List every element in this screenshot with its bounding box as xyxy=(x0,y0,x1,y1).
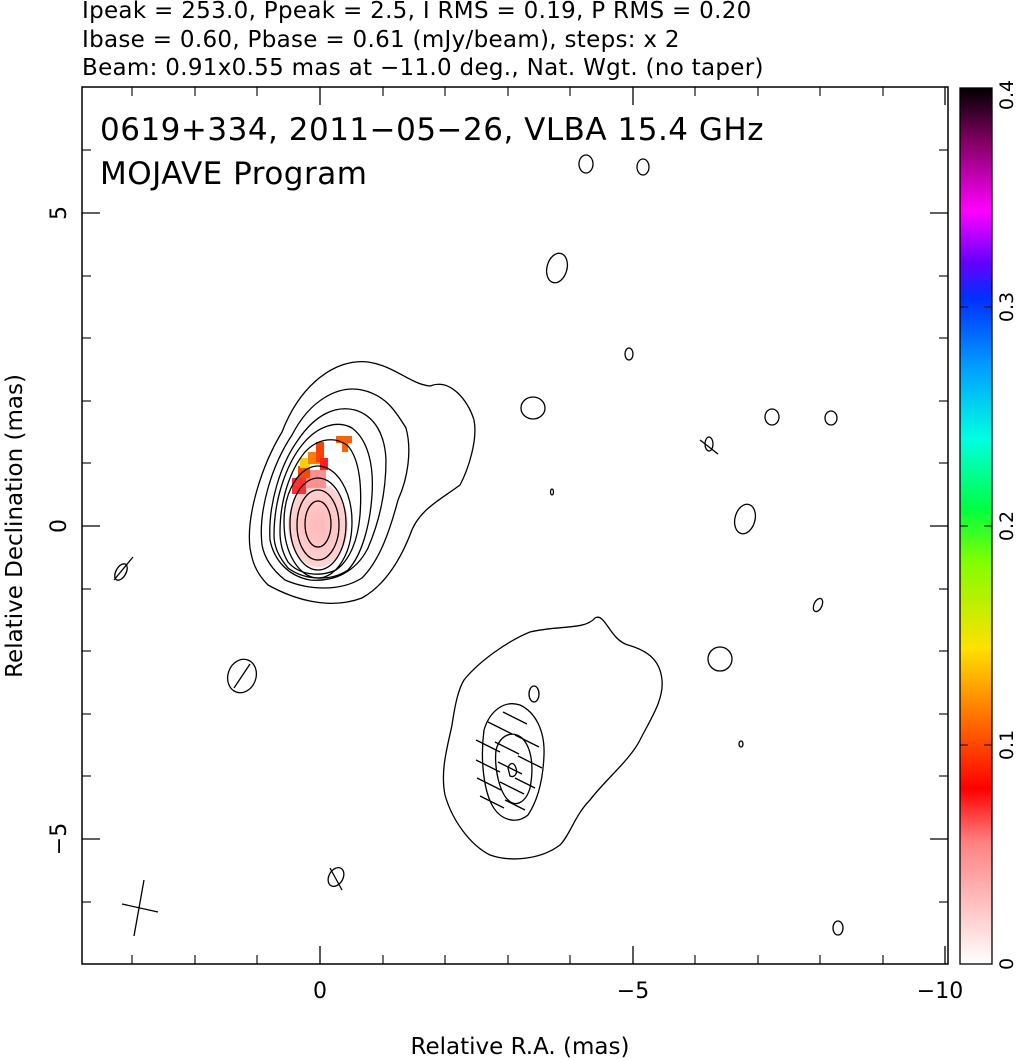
colorbar-tick-label: 0.2 xyxy=(996,511,1018,541)
contour-level-5 xyxy=(279,439,362,575)
header-line-3: Beam: 0.91x0.55 mas at −11.0 deg., Nat. … xyxy=(82,55,764,81)
pol-vector xyxy=(502,711,528,725)
noise-contour xyxy=(327,867,345,887)
plot-border xyxy=(81,86,949,965)
noise-contours xyxy=(114,154,844,936)
noise-contour xyxy=(812,597,824,613)
pol-vector xyxy=(475,739,501,753)
noise-contour xyxy=(528,685,540,703)
pol-vector xyxy=(514,734,540,748)
noise-contour xyxy=(824,410,838,426)
polarization-vectors xyxy=(113,439,719,891)
noise-contour xyxy=(549,488,555,496)
pol-vector xyxy=(487,721,513,735)
pol-vector xyxy=(494,741,520,755)
contour-level-8 xyxy=(296,489,340,561)
noise-contour xyxy=(226,658,258,694)
noise-contour xyxy=(733,503,757,535)
polarization-pixel xyxy=(316,442,324,462)
colorbar-tick-label: 0.3 xyxy=(996,292,1018,322)
pol-vector xyxy=(475,759,501,773)
contour-level-2 xyxy=(260,388,410,589)
y-tick-label: −5 xyxy=(47,823,72,855)
contour-level-1 xyxy=(248,360,476,604)
colorbar-tick-label: 0.1 xyxy=(996,730,1018,760)
contour-level-9 xyxy=(304,500,332,548)
contour-level-6 xyxy=(283,465,353,579)
pol-vector xyxy=(514,777,536,789)
pol-vector xyxy=(699,439,719,455)
sw-contour-outer xyxy=(442,616,663,860)
noise-contour xyxy=(738,740,744,748)
pol-vector xyxy=(329,867,343,891)
noise-contour xyxy=(114,563,128,581)
noise-contour xyxy=(707,646,733,672)
plot-frame xyxy=(81,86,949,965)
noise-contour xyxy=(832,920,844,936)
header-line-1: Ipeak = 253.0, Ppeak = 2.5, I RMS = 0.19… xyxy=(82,0,752,24)
noise-contour xyxy=(636,158,650,176)
beam-indicator xyxy=(121,879,159,937)
x-tick-label: 0 xyxy=(313,979,327,1004)
contour-level-3 xyxy=(269,408,387,581)
core-contours xyxy=(248,360,476,604)
header-line-2: Ibase = 0.60, Pbase = 0.61 (mJy/beam), s… xyxy=(82,27,680,53)
y-tick-label: 0 xyxy=(47,519,72,533)
polarization-pixel xyxy=(320,458,328,470)
x-axis-label: Relative R.A. (mas) xyxy=(411,1034,630,1060)
noise-contour xyxy=(764,408,780,426)
pol-vector xyxy=(497,761,523,775)
pol-vector xyxy=(499,781,525,795)
x-tick-label: −10 xyxy=(917,979,963,1004)
pol-vector xyxy=(476,777,502,791)
noise-contour xyxy=(545,252,569,284)
pol-vector xyxy=(504,799,526,811)
noise-contour xyxy=(578,154,594,174)
y-axis-label: Relative Declination (mas) xyxy=(2,374,28,678)
noise-contour xyxy=(624,347,634,361)
chart-title: 0619+334, 2011−05−26, VLBA 15.4 GHz xyxy=(100,112,764,148)
core-polarization-region xyxy=(288,483,348,567)
noise-contour xyxy=(520,396,546,420)
sw-contour-inner xyxy=(494,733,533,805)
pol-vector xyxy=(113,556,134,581)
colorbar-tick-label: 0.4 xyxy=(996,80,1018,110)
polarization-pixel xyxy=(300,458,310,468)
colorbar-tick-label: 0 xyxy=(996,958,1018,970)
pol-vector xyxy=(479,795,505,809)
southwest-component-contours xyxy=(442,616,663,860)
pol-vector xyxy=(233,663,251,689)
contour-level-4 xyxy=(273,423,374,579)
polarization-pixel xyxy=(292,478,306,494)
y-tick-label: 5 xyxy=(47,206,72,220)
chart-subtitle: MOJAVE Program xyxy=(100,156,367,192)
colorbar: 0 0.1 0.2 0.3 0.4 xyxy=(959,80,1018,970)
sw-contour-peak xyxy=(507,762,518,778)
contour-level-7 xyxy=(289,477,347,571)
x-tick-label: −5 xyxy=(617,979,649,1004)
sw-contour-mid xyxy=(481,703,545,821)
pol-vector xyxy=(517,755,543,769)
